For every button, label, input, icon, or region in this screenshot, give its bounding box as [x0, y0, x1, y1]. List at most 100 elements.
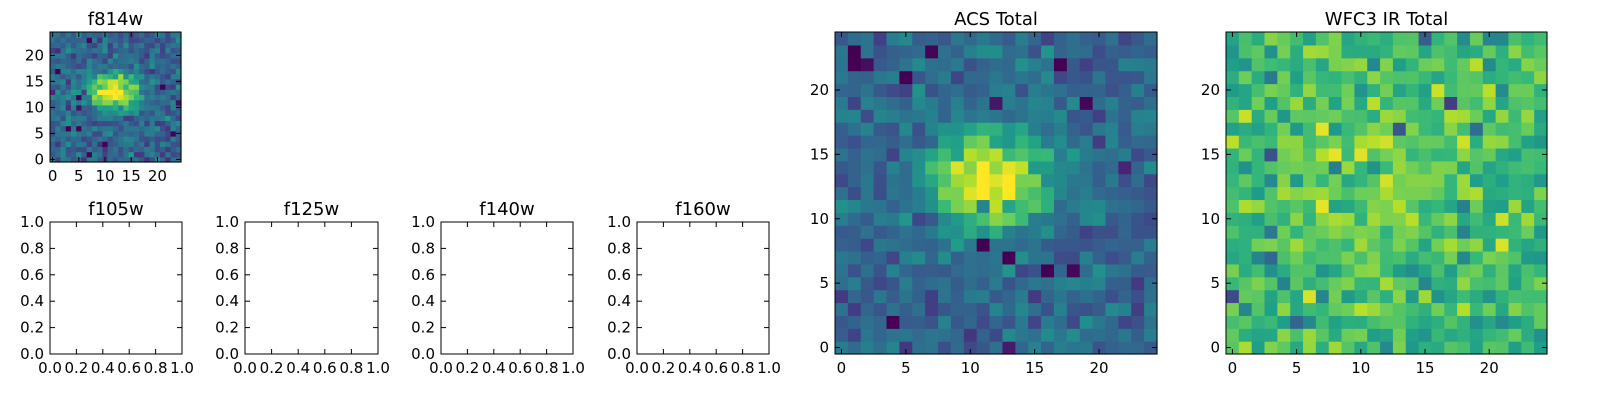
heatmap-cell	[107, 125, 114, 132]
heatmap-cell	[1277, 135, 1291, 149]
heatmap-cell	[835, 289, 849, 304]
heatmap-cell	[50, 37, 56, 43]
heatmap-cell	[160, 78, 166, 85]
y-tick-label: 1.0	[20, 213, 44, 231]
heatmap-cell	[1380, 328, 1394, 342]
heatmap-cell	[55, 73, 62, 80]
heatmap-cell	[938, 173, 952, 188]
heatmap-cell	[170, 130, 177, 137]
heatmap-cell	[1534, 173, 1548, 188]
heatmap-cell	[1002, 212, 1016, 226]
heatmap-cell	[1457, 32, 1471, 46]
heatmap-cell	[1066, 315, 1081, 329]
heatmap-cell	[1264, 96, 1278, 110]
heatmap-cell	[1238, 57, 1253, 72]
heatmap-cell	[1380, 135, 1394, 149]
heatmap-cell	[1118, 32, 1132, 46]
heatmap-cell	[1444, 70, 1458, 85]
heatmap-cell	[107, 68, 114, 75]
heatmap-cell	[86, 84, 93, 90]
heatmap-cell	[938, 315, 952, 329]
heatmap-cell	[1015, 212, 1029, 226]
heatmap-cell	[1521, 302, 1535, 316]
heatmap-cell	[86, 94, 93, 101]
heatmap-cell	[1238, 160, 1253, 175]
heatmap-cell	[912, 341, 926, 355]
heatmap-cell	[1277, 147, 1291, 162]
heatmap-cell	[1251, 263, 1266, 278]
heatmap-cell	[107, 110, 114, 116]
heatmap-cell	[1341, 302, 1355, 316]
heatmap-cell	[128, 84, 135, 90]
heatmap-cell	[912, 263, 926, 278]
heatmap-cell	[886, 263, 900, 278]
heatmap-cell	[1041, 173, 1055, 188]
heatmap-cell	[154, 151, 161, 158]
heatmap-cell	[1521, 57, 1535, 72]
heatmap-cell	[1341, 263, 1355, 278]
heatmap-cell	[1264, 83, 1278, 97]
heatmap-cell	[91, 120, 98, 127]
heatmap-cell	[938, 83, 952, 97]
heatmap-cell	[1469, 135, 1484, 149]
heatmap-cell	[1341, 315, 1355, 329]
heatmap-cell	[1444, 147, 1458, 162]
heatmap-cell	[165, 94, 172, 101]
heatmap-cell	[154, 47, 161, 54]
heatmap-cell	[1079, 238, 1094, 252]
heatmap-cell	[1495, 44, 1510, 59]
heatmap-cell	[1328, 160, 1343, 175]
heatmap-cell	[1028, 57, 1042, 72]
heatmap-cell	[1238, 186, 1253, 201]
heatmap-cell	[1380, 186, 1394, 201]
heatmap-cell	[1028, 70, 1042, 85]
heatmap-cell	[1482, 276, 1497, 291]
heatmap-cell	[1521, 212, 1535, 226]
heatmap-cell	[976, 302, 991, 316]
heatmap-cell	[1315, 32, 1330, 46]
heatmap-cell	[1482, 289, 1497, 304]
heatmap-cell	[133, 156, 140, 163]
heatmap-cell	[1534, 96, 1548, 110]
heatmap-cell	[1264, 250, 1278, 265]
heatmap-cell	[1418, 109, 1433, 123]
heatmap-cell	[1290, 225, 1304, 239]
heatmap-cell	[950, 96, 965, 110]
heatmap-cell	[1469, 122, 1484, 136]
heatmap-cell	[1457, 315, 1471, 329]
heatmap-cell	[1341, 289, 1355, 304]
heatmap-cell	[175, 110, 182, 116]
heatmap-cell	[938, 328, 952, 342]
x-tick-label: 20	[148, 167, 167, 185]
heatmap-cell	[847, 263, 862, 278]
heatmap-cell	[925, 289, 939, 304]
heatmap-cell	[1238, 83, 1253, 97]
heatmap-cell	[1144, 160, 1158, 175]
heatmap-cell	[1431, 44, 1445, 59]
heatmap-cell	[1431, 341, 1445, 355]
heatmap-cell	[1066, 122, 1081, 136]
heatmap-cell	[899, 225, 913, 239]
heatmap-cell	[1380, 302, 1394, 316]
heatmap-cell	[1002, 160, 1016, 175]
heatmap-cell	[1418, 147, 1433, 162]
heatmap-cell	[1367, 302, 1381, 316]
heatmap-cell	[1521, 122, 1535, 136]
heatmap-cell	[1028, 341, 1042, 355]
heatmap-cell	[1079, 199, 1094, 213]
heatmap-cell	[128, 136, 135, 142]
heatmap-cell	[1066, 57, 1081, 72]
heatmap-cell	[886, 135, 900, 149]
x-tick-label: 0.8	[339, 359, 363, 377]
heatmap-cell	[97, 84, 103, 90]
heatmap-cell	[1277, 238, 1291, 252]
heatmap-cell	[102, 99, 109, 106]
heatmap-cell	[112, 68, 119, 75]
heatmap-cell	[154, 73, 161, 80]
heatmap-cell	[1105, 186, 1119, 201]
heatmap-cell	[912, 57, 926, 72]
heatmap-cell	[899, 83, 913, 97]
heatmap-cell	[1457, 302, 1471, 316]
heatmap-cell	[70, 156, 77, 163]
heatmap-cell	[86, 37, 93, 43]
